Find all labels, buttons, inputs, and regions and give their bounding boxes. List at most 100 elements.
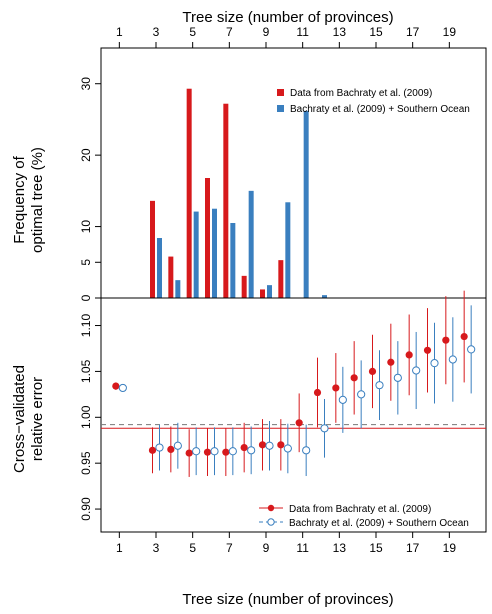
top-legend-key-blue	[277, 105, 284, 112]
bar-bachraty-southern-ocean	[322, 295, 327, 298]
top-xtick-label: 5	[189, 25, 196, 39]
point-bachraty-southern-ocean	[173, 441, 182, 450]
bar-bachraty	[260, 289, 265, 298]
top-legend: Data from Bachraty et al. (2009) Bachrat…	[277, 88, 470, 115]
bar-bachraty-southern-ocean	[248, 190, 254, 298]
point-bachraty-southern-ocean	[320, 424, 329, 433]
bar-bachraty	[168, 256, 174, 298]
point-bachraty	[258, 441, 267, 449]
top-xtick-label: 15	[369, 25, 383, 39]
top-ylabel-line1: Frequency of	[11, 155, 28, 243]
bar-bachraty-southern-ocean	[285, 202, 291, 298]
point-bachraty	[332, 384, 340, 392]
error-panel: 1 3 5 7 9 11 13 15 17 190.900.951.001.051.10	[79, 290, 487, 555]
top-ytick-label: 0	[79, 294, 93, 301]
bottom-ylabel-line1: Cross−validated	[11, 365, 28, 473]
bar-bachraty	[150, 200, 155, 298]
point-bachraty	[295, 419, 303, 427]
error-plot-frame	[100, 297, 487, 533]
point-bachraty-southern-ocean	[247, 446, 256, 455]
point-bachraty-southern-ocean	[228, 447, 237, 456]
point-bachraty	[148, 446, 157, 454]
bottom-ytick-label: 1.10	[79, 314, 93, 338]
top-axis-title: Tree size (number of provinces)	[182, 9, 393, 26]
point-bachraty-southern-ocean	[430, 359, 439, 368]
point-bachraty-southern-ocean	[338, 395, 347, 404]
point-bachraty	[277, 441, 285, 449]
top-ytick-label: 10	[79, 220, 93, 234]
point-bachraty	[387, 358, 395, 366]
point-bachraty	[405, 351, 413, 359]
point-bachraty	[368, 367, 377, 376]
bar-bachraty-southern-ocean	[267, 285, 272, 298]
point-bachraty-southern-ocean	[467, 345, 476, 354]
point-bachraty	[112, 382, 120, 390]
top-xtick-label: 1	[116, 25, 123, 39]
top-ytick-label: 30	[79, 77, 93, 91]
bar-bachraty-southern-ocean	[157, 238, 162, 298]
bottom-xtick-label: 11	[296, 541, 309, 555]
top-legend-label-blue: Bachraty et al. (2009) + Southern Ocean	[290, 104, 470, 115]
bottom-ytick-label: 1.05	[79, 359, 93, 383]
bar-bachraty	[278, 260, 284, 298]
top-xtick-label: 3	[153, 25, 160, 39]
bottom-axis-title: Tree size (number of provinces)	[182, 591, 393, 608]
point-bachraty	[185, 449, 193, 457]
point-bachraty-southern-ocean	[155, 443, 164, 452]
top-xtick-label: 13	[333, 25, 347, 39]
bottom-xtick-label: 15	[369, 541, 383, 555]
point-bachraty-southern-ocean	[375, 381, 384, 390]
bar-bachraty	[205, 178, 210, 298]
bar-bachraty-southern-ocean	[175, 280, 181, 298]
point-bachraty-southern-ocean	[118, 383, 127, 393]
bottom-xtick-label: 5	[189, 541, 196, 555]
point-bachraty-southern-ocean	[192, 447, 201, 456]
top-xtick-label: 19	[443, 25, 457, 39]
bar-bachraty	[223, 103, 229, 298]
top-ytick-label: 5	[79, 259, 93, 266]
bar-bachraty-southern-ocean	[303, 110, 309, 298]
point-bachraty	[203, 448, 212, 456]
point-bachraty	[350, 374, 358, 382]
point-bachraty-southern-ocean	[283, 444, 292, 453]
bottom-ytick-label: 0.90	[79, 497, 93, 521]
bottom-ytick-label: 0.95	[79, 451, 93, 475]
point-bachraty	[423, 346, 432, 354]
point-bachraty-southern-ocean	[302, 446, 311, 455]
bottom-xtick-label: 3	[153, 541, 160, 555]
bottom-xtick-label: 13	[333, 541, 347, 555]
bottom-ylabel-line2: relative error	[29, 377, 46, 461]
point-bachraty	[313, 388, 322, 397]
bottom-legend-label-blue: Bachraty et al. (2009) + Southern Ocean	[289, 518, 469, 529]
point-bachraty-southern-ocean	[210, 447, 219, 456]
bar-bachraty	[241, 275, 247, 298]
point-bachraty-southern-ocean	[265, 441, 274, 450]
bottom-xtick-label: 19	[443, 541, 457, 555]
point-bachraty-southern-ocean	[448, 355, 457, 364]
bar-bachraty-southern-ocean	[230, 223, 236, 298]
bottom-legend-marker-red	[267, 504, 275, 512]
bottom-legend: Data from Bachraty et al. (2009) Bachrat…	[259, 504, 469, 529]
top-xtick-label: 7	[226, 25, 233, 39]
top-ylabel-line2: optimal tree (%)	[29, 147, 46, 253]
bar-bachraty-southern-ocean	[193, 211, 199, 298]
top-xtick-label: 9	[263, 25, 270, 39]
point-bachraty	[240, 443, 248, 452]
top-legend-label-red: Data from Bachraty et al. (2009)	[290, 88, 432, 99]
bottom-legend-marker-blue	[267, 518, 275, 526]
bottom-xtick-label: 17	[406, 541, 420, 555]
bottom-xtick-label: 1	[116, 541, 123, 555]
point-bachraty-southern-ocean	[393, 373, 402, 382]
point-bachraty	[167, 445, 175, 454]
point-bachraty	[460, 332, 468, 341]
point-bachraty	[222, 448, 230, 456]
top-xtick-label: 11	[296, 25, 309, 39]
point-bachraty-southern-ocean	[357, 390, 366, 399]
bar-bachraty	[186, 88, 192, 298]
bottom-xtick-label: 9	[263, 541, 270, 555]
bar-bachraty-southern-ocean	[212, 208, 217, 298]
point-bachraty	[442, 336, 450, 344]
